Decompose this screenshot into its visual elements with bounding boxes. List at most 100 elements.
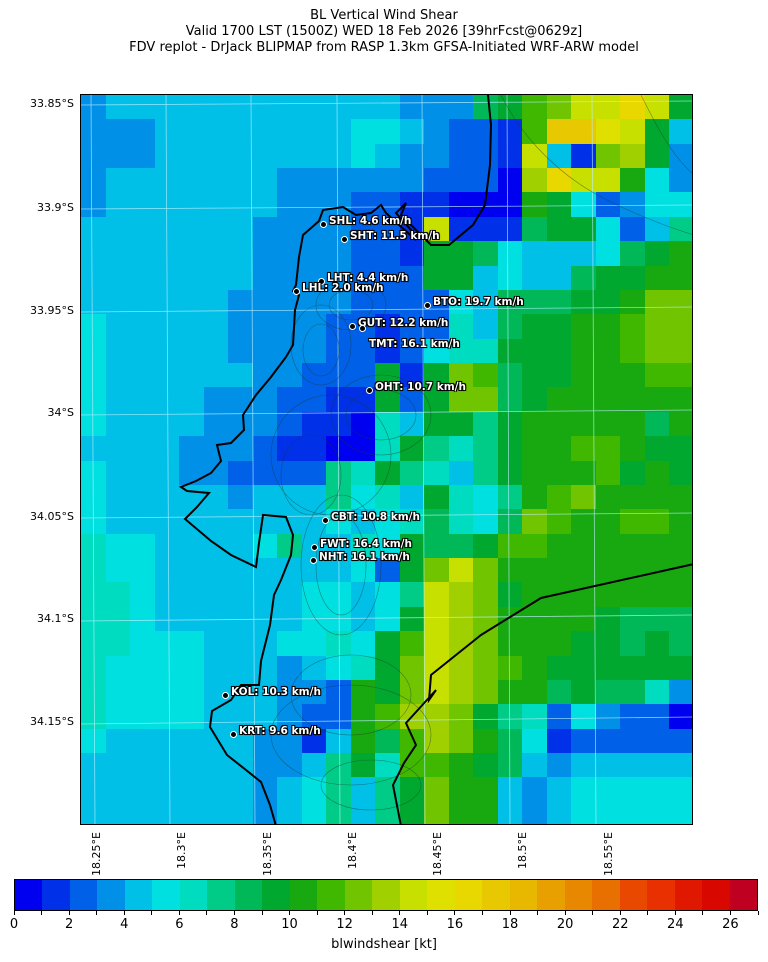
- colorbar-tick-label: 8: [230, 917, 239, 932]
- station-marker[interactable]: [365, 386, 373, 394]
- grid-cell: [546, 606, 572, 632]
- grid-cell: [228, 265, 254, 291]
- station-marker[interactable]: [221, 691, 229, 699]
- station-marker[interactable]: [348, 322, 356, 330]
- grid-cell: [669, 801, 692, 824]
- station-marker[interactable]: [358, 324, 366, 332]
- grid-cell: [473, 533, 499, 559]
- grid-cell: [571, 289, 597, 315]
- grid-cell: [497, 168, 523, 194]
- colorbar-tick: [702, 911, 704, 915]
- grid-cell: [571, 338, 597, 364]
- colorbar-segment: [619, 880, 648, 910]
- grid-cell: [277, 801, 303, 824]
- grid-cell: [669, 533, 692, 559]
- terrain-contours: [270, 95, 692, 811]
- station-marker[interactable]: [423, 301, 431, 309]
- grid-cell: [473, 460, 499, 486]
- grid-cell: [179, 387, 205, 413]
- grid-cell: [375, 95, 401, 120]
- grid-cell: [620, 265, 646, 291]
- grid-cell: [473, 728, 499, 754]
- station-marker[interactable]: [321, 516, 329, 524]
- grid-cell: [669, 338, 692, 364]
- grid-cell: [497, 509, 523, 535]
- grid-cell: [399, 387, 425, 413]
- grid-cell: [522, 411, 548, 437]
- grid-cell: [669, 363, 692, 389]
- grid-cell: [203, 387, 229, 413]
- colorbar-segment: [592, 880, 620, 910]
- grid-cell: [571, 679, 597, 705]
- grid-cell: [571, 606, 597, 632]
- grid-cell: [473, 216, 499, 242]
- colorbar-tick: [233, 911, 235, 915]
- colorbar-tick: [729, 911, 731, 915]
- grid-cell: [326, 192, 352, 218]
- colorbar-segment: [15, 880, 43, 910]
- grid-cell: [277, 436, 303, 462]
- station-label: OHT: 10.7 km/h: [375, 381, 466, 393]
- grid-cell: [424, 533, 450, 559]
- grid-cell: [179, 533, 205, 559]
- station-marker[interactable]: [309, 556, 317, 564]
- grid-cell: [522, 95, 548, 120]
- grid-cell: [522, 265, 548, 291]
- grid-cell: [130, 582, 156, 608]
- grid-cell: [595, 216, 622, 242]
- station-marker[interactable]: [319, 220, 327, 228]
- grid-cell: [644, 436, 671, 462]
- grid-cell: [252, 95, 278, 120]
- grid-cell: [375, 143, 401, 169]
- grid-cell: [326, 314, 352, 340]
- grid-cell: [595, 655, 622, 681]
- grid-cell: [424, 582, 450, 608]
- station-marker[interactable]: [340, 235, 348, 243]
- grid-cell: [203, 338, 229, 364]
- station-marker[interactable]: [292, 287, 300, 295]
- grid-cell: [522, 509, 548, 535]
- grid-cell: [252, 192, 278, 218]
- grid-cell: [620, 728, 646, 754]
- grid-cell: [497, 411, 523, 437]
- grid-cell: [277, 704, 303, 730]
- station-label: FWT: 16.4 km/h: [320, 538, 412, 550]
- wind-shear-map[interactable]: [80, 94, 693, 825]
- grid-cell: [130, 631, 156, 657]
- grid-cell: [154, 558, 180, 583]
- colorbar-tick: [757, 911, 759, 915]
- grid-cell: [644, 704, 671, 730]
- grid-cell: [595, 95, 622, 120]
- grid-cell: [228, 582, 254, 608]
- grid-cell: [301, 777, 327, 803]
- grid-cell: [350, 752, 376, 778]
- grid-cell: [522, 655, 548, 681]
- station-marker[interactable]: [310, 543, 318, 551]
- grid-cell: [522, 338, 548, 364]
- station-marker[interactable]: [317, 277, 325, 285]
- grid-cell: [350, 509, 376, 535]
- grid-cell: [179, 119, 205, 145]
- colorbar-tick: [647, 911, 649, 915]
- grid-cell: [277, 728, 303, 754]
- grid-cell: [424, 484, 450, 510]
- grid-cell: [130, 679, 156, 705]
- grid-cell: [130, 801, 156, 824]
- grid-cell: [669, 752, 692, 778]
- grid-cell: [252, 338, 278, 364]
- grid-cell: [375, 436, 401, 462]
- station-label: LHT: 4.4 km/h: [327, 272, 409, 284]
- grid-cell: [546, 777, 572, 803]
- grid-cell: [179, 411, 205, 437]
- grid-cell: [375, 509, 401, 535]
- grid-cell: [326, 241, 352, 267]
- grid-cell: [203, 95, 229, 120]
- grid-cell: [497, 436, 523, 462]
- grid-cell: [595, 411, 622, 437]
- grid-cell: [448, 95, 474, 120]
- station-marker[interactable]: [229, 730, 237, 738]
- grid-cell: [105, 582, 131, 608]
- grid-cell: [350, 119, 376, 145]
- colorbar-segment: [344, 880, 373, 910]
- grid-cell: [522, 582, 548, 608]
